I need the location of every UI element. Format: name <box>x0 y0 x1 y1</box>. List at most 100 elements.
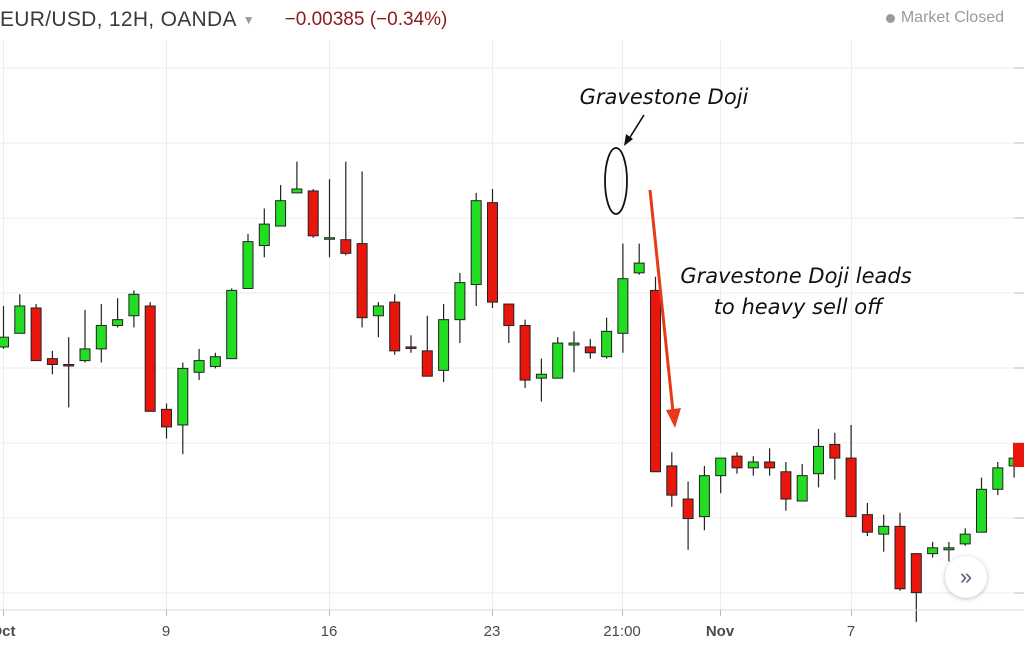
candles <box>0 161 1020 622</box>
candle-body <box>177 367 189 426</box>
x-tick-label: Nov <box>706 623 735 640</box>
annotation-selloff-line-1: Gravestone Doji leads <box>680 264 911 288</box>
candle <box>324 179 335 258</box>
candle-body <box>291 188 303 194</box>
candle <box>128 290 140 328</box>
candle <box>372 302 384 338</box>
candle <box>421 315 433 377</box>
candle <box>46 350 58 375</box>
candle <box>0 306 9 349</box>
candle-body <box>584 346 596 354</box>
candle <box>584 339 596 359</box>
candle-body <box>519 325 531 381</box>
candle-body <box>503 303 515 326</box>
doji-pointer-arrowhead <box>624 134 633 146</box>
annotation-selloff-line-2: to heavy sell off <box>714 295 885 319</box>
candle-body <box>63 364 75 367</box>
candle-body <box>780 471 792 500</box>
candle <box>63 337 75 408</box>
candle-body <box>943 547 955 551</box>
candle <box>568 331 580 373</box>
candle <box>601 317 613 359</box>
candle <box>30 304 42 362</box>
candle-body <box>144 305 156 412</box>
candle <box>112 298 124 328</box>
candle <box>535 358 547 402</box>
candle-body <box>861 514 873 533</box>
market-status: Market Closed <box>885 9 1004 27</box>
chart-header: EUR/USD, 12H, OANDA ▼ −0.00385 (−0.34%) <box>0 6 447 34</box>
candle-body <box>275 200 287 227</box>
candle-body <box>535 373 547 379</box>
x-tick-label: 23 <box>484 623 501 640</box>
candle-body <box>209 356 221 367</box>
status-dot-icon <box>885 13 895 23</box>
candle-body <box>356 243 368 319</box>
candle <box>389 294 401 355</box>
symbol-title[interactable]: EUR/USD, 12H, OANDA <box>0 8 237 31</box>
candle-body <box>258 223 270 247</box>
candle-body <box>46 358 58 365</box>
candle <box>617 243 629 353</box>
x-tick-label: 21:00 <box>603 623 641 640</box>
candle <box>552 337 564 379</box>
candle-body <box>910 553 922 594</box>
candle <box>878 514 890 552</box>
candle <box>258 208 270 258</box>
candle-body <box>976 488 987 533</box>
candle-body <box>487 202 498 303</box>
candle <box>780 462 792 511</box>
candle <box>845 424 857 518</box>
candle-body <box>421 350 433 377</box>
candle-body <box>454 282 466 321</box>
chart-annotations: Gravestone Doji Gravestone Doji leads to… <box>580 85 912 428</box>
candle-body <box>698 475 710 518</box>
x-tick-label: 7 <box>847 623 855 640</box>
doji-highlight-ellipse <box>604 147 628 215</box>
scroll-to-realtime-button[interactable]: » <box>945 556 987 598</box>
candle <box>633 243 645 275</box>
candle <box>503 303 515 344</box>
candle-body <box>666 465 678 496</box>
candle <box>144 302 156 412</box>
selloff-arrowhead <box>666 408 681 428</box>
x-tick-label: 9 <box>162 623 170 640</box>
candle <box>14 294 26 334</box>
candle <box>992 462 1004 496</box>
candle <box>829 432 841 480</box>
candle-body <box>552 342 564 379</box>
candle-body <box>30 307 42 362</box>
candle-body <box>324 237 335 240</box>
candle-body <box>389 301 401 352</box>
candle-body <box>79 348 91 362</box>
candle-body <box>128 293 140 317</box>
annotation-gravestone-doji: Gravestone Doji <box>580 85 749 109</box>
candle <box>405 335 417 353</box>
chevron-down-icon[interactable]: ▼ <box>242 13 255 27</box>
candle-body <box>878 525 890 535</box>
candle-body <box>307 190 319 237</box>
candle-body <box>193 360 205 373</box>
candle <box>813 428 824 488</box>
x-axis: Oct 9 16 23 21:00 Nov 7 <box>0 609 1024 640</box>
candle <box>226 288 238 360</box>
candle <box>307 189 319 238</box>
candle <box>438 304 450 383</box>
candle-body <box>992 467 1004 490</box>
candle-body <box>0 336 9 348</box>
candle <box>519 319 531 388</box>
candle <box>340 161 352 256</box>
candle <box>193 348 205 381</box>
candle <box>177 362 189 455</box>
selloff-arrow <box>648 189 675 413</box>
price-axis-ticks <box>1013 67 1024 594</box>
candle <box>275 185 287 227</box>
candle <box>715 457 727 494</box>
candle-body <box>894 525 906 590</box>
candle <box>470 192 482 306</box>
candle-body <box>226 289 238 360</box>
candle <box>291 161 303 194</box>
market-status-label: Market Closed <box>900 9 1004 26</box>
candle-body <box>650 289 661 473</box>
